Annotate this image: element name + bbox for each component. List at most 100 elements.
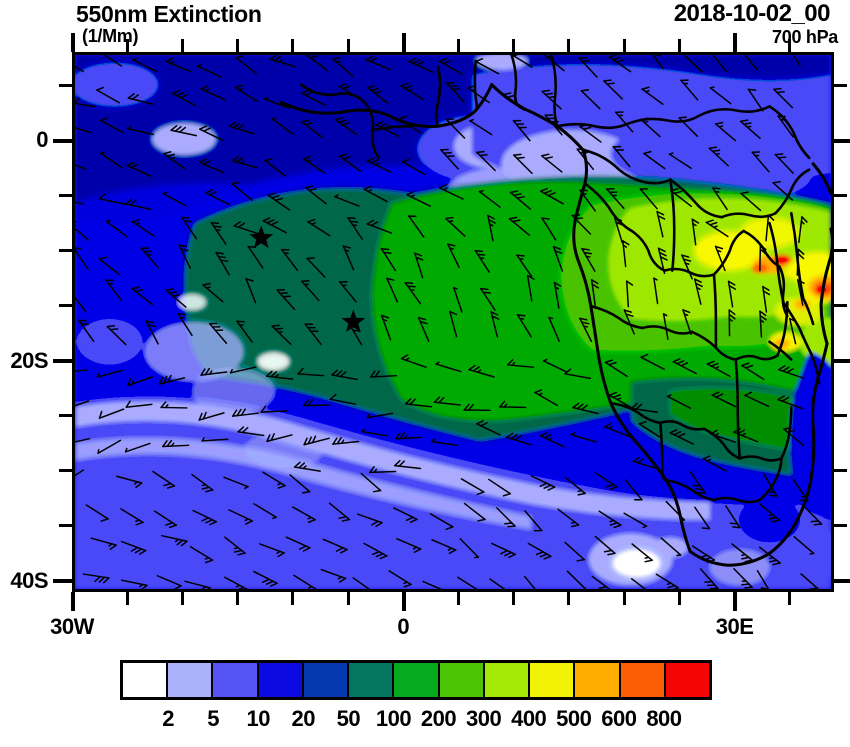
colorbar[interactable]: 2 5 10 20 50 100 200 300 400 500 600 800 [120, 660, 712, 731]
wind-barb-feather [608, 55, 617, 58]
wind-barb-feather [759, 319, 765, 323]
y-axis-tick-right [834, 524, 847, 528]
wind-barb-feather [204, 367, 210, 376]
wind-barb-feather [302, 155, 312, 160]
wind-barb-feather [303, 437, 308, 446]
wind-barb-feather [699, 554, 708, 559]
wind-barb-feather [172, 293, 181, 297]
wind-barb-feather [672, 586, 680, 589]
wind-barb-shaft [524, 510, 543, 532]
wind-barb-feather [680, 362, 689, 367]
wind-barb-feather [237, 552, 246, 556]
wind-barb-shaft [744, 55, 758, 71]
wind-barb-shaft [460, 478, 485, 493]
x-axis-tick-top [457, 39, 461, 52]
wind-barb-shaft [652, 55, 664, 70]
wind-barb-feather [271, 195, 280, 199]
wind-barb-feather [293, 461, 301, 468]
wind-barb-feather [447, 243, 456, 247]
x-axis-tick [788, 592, 792, 605]
wind-barb-feather [516, 314, 526, 317]
wind-barb-feather [342, 85, 351, 90]
wind-barb-feather [672, 358, 681, 363]
units-label: (1/Mm) [82, 26, 139, 46]
wind-barb-feather [622, 244, 628, 248]
x-axis-tick-top [788, 39, 792, 52]
wind-barb-feather [130, 163, 139, 169]
wind-barb-feather [541, 89, 550, 93]
wind-barb-feather [410, 194, 415, 198]
wind-barb-feather [98, 410, 103, 419]
wind-barb-feather [419, 320, 428, 325]
y-axis-tick [59, 469, 72, 473]
wind-barb-feather [667, 584, 676, 589]
wind-barb-feather [106, 325, 116, 328]
wind-barb-feather [813, 523, 823, 526]
wind-barb-shaft [96, 89, 120, 104]
wind-barb-feather [400, 82, 409, 87]
y-axis-tick-right [834, 414, 847, 418]
wind-barb-feather [447, 547, 453, 551]
wind-barb-shaft [289, 474, 311, 493]
wind-barb-shaft [366, 412, 394, 419]
wind-barb-feather [503, 403, 508, 408]
wind-barb-shaft [352, 577, 371, 589]
wind-barb-feather [132, 57, 138, 61]
x-axis-tick [236, 592, 240, 605]
wind-barb-feather [416, 61, 425, 66]
wind-barb-feather [712, 187, 721, 190]
wind-barb-shaft [459, 538, 480, 558]
wind-barb-feather [539, 553, 548, 558]
map-plot-area[interactable] [72, 52, 834, 592]
wind-barb-feather [309, 55, 319, 59]
wind-barb-feather [797, 248, 805, 255]
wind-barb-feather [516, 254, 525, 257]
wind-barb-feather [662, 313, 668, 317]
wind-barb-shaft [235, 56, 258, 75]
wind-barb-feather [476, 253, 486, 256]
wind-barb-feather [543, 555, 552, 560]
wind-barb-feather [235, 157, 244, 163]
wind-barb-feather [198, 158, 207, 164]
wind-barb-feather [482, 291, 492, 294]
wind-barb-feather [131, 94, 140, 100]
wind-barb-feather [452, 286, 458, 290]
wind-barb-feather [373, 90, 383, 94]
wind-barb-feather [448, 549, 457, 555]
wind-barb-feather [244, 485, 249, 490]
wind-barb-feather [403, 434, 408, 440]
colorbar-tick-label: 600 [601, 706, 637, 731]
wind-barb-feather [542, 358, 548, 362]
wind-barb-feather [767, 214, 775, 221]
wind-barb-feather [127, 125, 132, 130]
wind-barb-feather [209, 520, 218, 526]
wind-barb-feather [310, 222, 316, 225]
wind-barb-feather [702, 455, 711, 460]
x-axis-tick [401, 592, 406, 611]
wind-barb-feather [366, 157, 375, 162]
wind-barb-feather [737, 429, 745, 435]
wind-barb-feather [198, 412, 203, 421]
wind-barb-feather [709, 86, 715, 89]
wind-barb-shaft [264, 98, 290, 109]
wind-barb-feather [304, 122, 313, 126]
wind-barb-shaft [386, 277, 399, 303]
wind-barb-feather [539, 482, 548, 487]
wind-barb-feather [233, 549, 243, 553]
wind-barb-shaft [132, 59, 157, 73]
wind-barb-feather [236, 408, 242, 417]
wind-barb-feather [583, 325, 588, 328]
wind-barb-feather [709, 221, 718, 226]
wind-barb-feather [126, 161, 135, 167]
wind-barb-feather [372, 489, 382, 493]
wind-barb-feather [739, 119, 749, 123]
wind-barb-feather [335, 60, 341, 63]
y-axis-tick [59, 83, 72, 87]
wind-barb-feather [108, 543, 113, 547]
x-axis-label: 30E [715, 614, 754, 639]
wind-barb-feather [445, 118, 455, 121]
wind-barb-shaft [75, 65, 84, 73]
wind-barb-feather [178, 244, 187, 248]
colorbar-swatches [120, 660, 712, 700]
wind-barb-shaft [75, 296, 87, 312]
